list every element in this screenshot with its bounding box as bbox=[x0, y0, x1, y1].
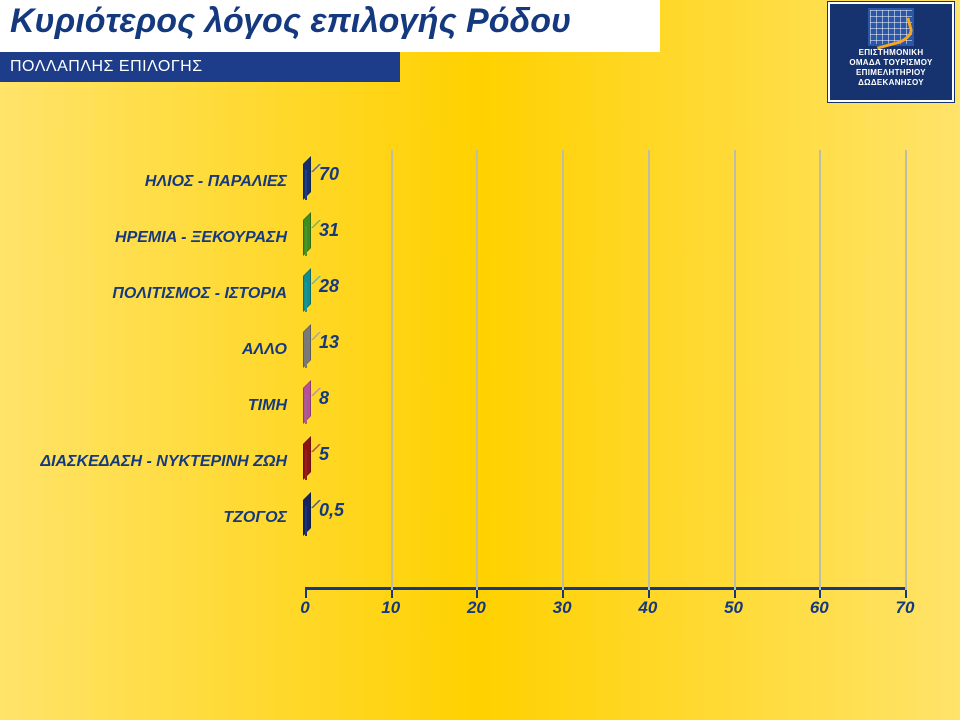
x-tick-label: 70 bbox=[896, 590, 915, 618]
org-logo: ΕΠΙΣΤΗΜΟΝΙΚΗ ΟΜΑΔΑ ΤΟΥΡΙΣΜΟΥ ΕΠΙΜΕΛΗΤΗΡΙ… bbox=[828, 2, 954, 102]
logo-line-2: ΟΜΑΔΑ ΤΟΥΡΙΣΜΟΥ bbox=[830, 58, 952, 68]
x-tick-label: 0 bbox=[300, 590, 309, 618]
bar-chart: 010203040506070ΗΛΙΟΣ - ΠΑΡΑΛΙΕΣ70ΗΡΕΜΙΑ … bbox=[80, 150, 905, 640]
logo-grid-icon bbox=[868, 8, 914, 46]
category-label: ΔΙΑΣΚΕΔΑΣΗ - ΝΥΚΤΕΡΙΝΗ ΖΩΗ bbox=[40, 453, 305, 471]
grid-line bbox=[562, 150, 564, 590]
plot-area: 010203040506070ΗΛΙΟΣ - ΠΑΡΑΛΙΕΣ70ΗΡΕΜΙΑ … bbox=[305, 150, 905, 590]
x-tick-label: 20 bbox=[467, 590, 486, 618]
bar-value-label: 0,5 bbox=[305, 500, 344, 521]
grid-line bbox=[734, 150, 736, 590]
logo-line-1: ΕΠΙΣΤΗΜΟΝΙΚΗ bbox=[830, 48, 952, 58]
bar-value-label: 5 bbox=[305, 444, 329, 465]
grid-line bbox=[905, 150, 907, 590]
x-tick-label: 10 bbox=[381, 590, 400, 618]
x-tick-label: 40 bbox=[638, 590, 657, 618]
category-label: ΠΟΛΙΤΙΣΜΟΣ - ΙΣΤΟΡΙΑ bbox=[112, 285, 305, 303]
page-title: Κυριότερος λόγος επιλογής Ρόδου bbox=[10, 2, 571, 41]
subtitle-bar: ΠΟΛΛΑΠΛΗΣ ΕΠΙΛΟΓΗΣ bbox=[0, 52, 400, 82]
grid-line bbox=[819, 150, 821, 590]
grid-line bbox=[476, 150, 478, 590]
category-label: ΑΛΛΟ bbox=[242, 341, 305, 359]
grid-line bbox=[391, 150, 393, 590]
x-tick-label: 30 bbox=[553, 590, 572, 618]
logo-line-4: ΔΩΔΕΚΑΝΗΣΟΥ bbox=[830, 78, 952, 88]
bar-value-label: 8 bbox=[305, 388, 329, 409]
bar-value-label: 70 bbox=[305, 164, 339, 185]
category-label: ΤΖΟΓΟΣ bbox=[223, 509, 305, 527]
category-label: ΗΛΙΟΣ - ΠΑΡΑΛΙΕΣ bbox=[145, 173, 305, 191]
bar-value-label: 31 bbox=[305, 220, 339, 241]
bar-value-label: 13 bbox=[305, 332, 339, 353]
x-tick-label: 60 bbox=[810, 590, 829, 618]
category-label: ΤΙΜΗ bbox=[248, 397, 305, 415]
bar-value-label: 28 bbox=[305, 276, 339, 297]
x-tick-label: 50 bbox=[724, 590, 743, 618]
grid-line bbox=[648, 150, 650, 590]
logo-line-3: ΕΠΙΜΕΛΗΤΗΡΙΟΥ bbox=[830, 68, 952, 78]
subtitle-text: ΠΟΛΛΑΠΛΗΣ ΕΠΙΛΟΓΗΣ bbox=[0, 58, 203, 76]
category-label: ΗΡΕΜΙΑ - ΞΕΚΟΥΡΑΣΗ bbox=[115, 229, 305, 247]
